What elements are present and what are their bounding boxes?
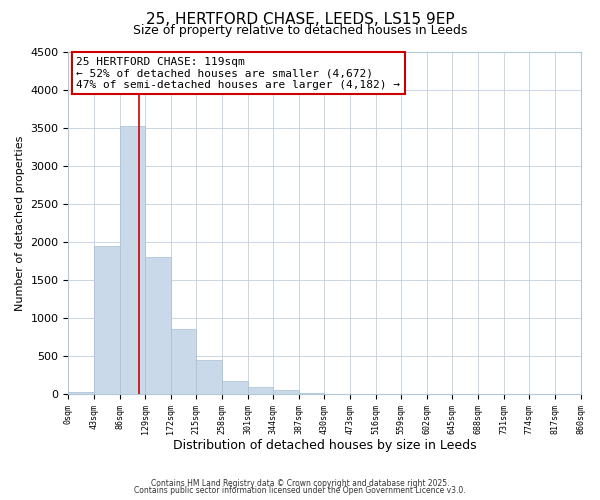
Y-axis label: Number of detached properties: Number of detached properties bbox=[15, 135, 25, 310]
Text: Contains public sector information licensed under the Open Government Licence v3: Contains public sector information licen… bbox=[134, 486, 466, 495]
Bar bbox=[222, 381, 248, 394]
X-axis label: Distribution of detached houses by size in Leeds: Distribution of detached houses by size … bbox=[173, 440, 476, 452]
Bar bbox=[145, 257, 171, 394]
Text: 25 HERTFORD CHASE: 119sqm
← 52% of detached houses are smaller (4,672)
47% of se: 25 HERTFORD CHASE: 119sqm ← 52% of detac… bbox=[76, 56, 400, 90]
Text: Size of property relative to detached houses in Leeds: Size of property relative to detached ho… bbox=[133, 24, 467, 37]
Bar bbox=[68, 392, 94, 394]
Bar bbox=[94, 246, 119, 394]
Text: Contains HM Land Registry data © Crown copyright and database right 2025.: Contains HM Land Registry data © Crown c… bbox=[151, 478, 449, 488]
Bar bbox=[299, 392, 325, 394]
Bar bbox=[248, 388, 273, 394]
Bar bbox=[273, 390, 299, 394]
Text: 25, HERTFORD CHASE, LEEDS, LS15 9EP: 25, HERTFORD CHASE, LEEDS, LS15 9EP bbox=[146, 12, 454, 28]
Bar bbox=[171, 328, 196, 394]
Bar bbox=[196, 360, 222, 394]
Bar bbox=[119, 126, 145, 394]
